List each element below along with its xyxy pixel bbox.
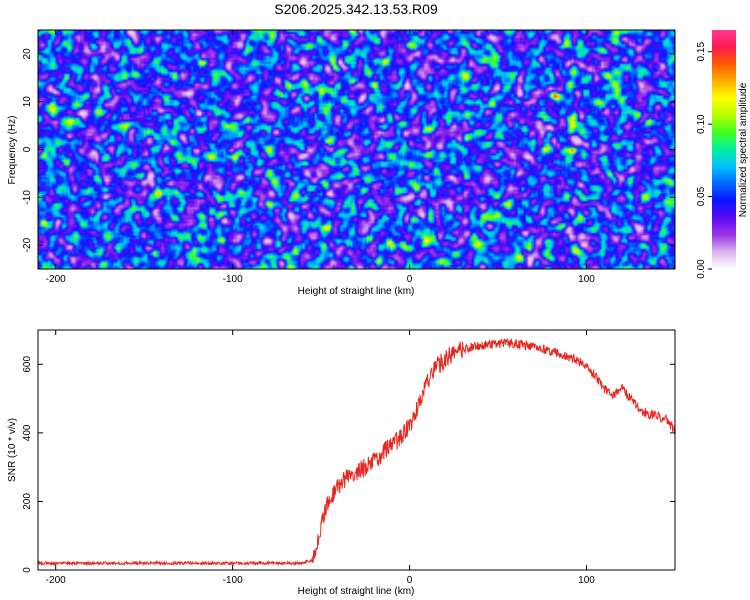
heatmap-x-tick-label: -100 <box>223 274 243 285</box>
snr-y-ticks: 0 200 400 600 <box>22 356 675 573</box>
snr-series-line <box>38 338 675 567</box>
snr-x-tick-label: -200 <box>46 575 66 586</box>
heatmap-y-tick-label: 10 <box>22 96 33 108</box>
snr-panel: -200 -100 0 100 0 200 400 600 Height of straig… <box>7 329 676 597</box>
snr-x-tick-label: 0 <box>407 575 413 586</box>
heatmap-x-tick-label: 100 <box>578 274 595 285</box>
snr-x-axis-label: Height of straight line (km) <box>298 586 415 597</box>
colorbar-tick-label: 0.05 <box>696 186 707 206</box>
heatmap-y-tick-label: -20 <box>22 237 33 252</box>
snr-y-tick-label: 400 <box>22 424 33 441</box>
colorbar: 0.00 0.05 0.10 0.15 Normalized spectral amp… <box>696 30 749 279</box>
colorbar-ticks: 0.00 0.05 0.10 0.15 <box>696 42 712 279</box>
colorbar-tick-label: 0.00 <box>696 259 707 279</box>
heatmap-x-axis-label: Height of straight line (km) <box>298 286 415 297</box>
colorbar-label: Normalized spectral amplitude <box>738 82 749 217</box>
snr-y-tick-label: 600 <box>22 356 33 373</box>
snr-y-tick-label: 200 <box>22 493 33 510</box>
heatmap-x-tick-label: 0 <box>407 274 413 285</box>
snr-x-tick-label: 100 <box>578 575 595 586</box>
heatmap-y-axis-label: Frequency (Hz) <box>7 116 18 185</box>
heatmap-image <box>38 30 675 269</box>
figure-title: S206.2025.342.13.53.R09 <box>274 1 438 17</box>
heatmap-y-ticks: -20 -10 0 10 20 <box>22 48 675 252</box>
colorbar-tick-label: 0.10 <box>696 114 707 134</box>
heatmap-y-tick-label: -10 <box>22 190 33 205</box>
snr-y-axis-label: SNR (10 * v/v) <box>7 418 18 482</box>
heatmap-x-tick-label: -200 <box>46 274 66 285</box>
snr-frame <box>37 329 676 571</box>
snr-x-tick-label: -100 <box>223 575 243 586</box>
snr-x-ticks: -200 -100 0 100 <box>46 330 595 586</box>
heatmap-y-tick-label: 0 <box>22 146 33 152</box>
snr-y-tick-label: 0 <box>22 567 33 573</box>
colorbar-gradient <box>712 30 736 269</box>
colorbar-tick-label: 0.15 <box>696 42 707 62</box>
heatmap-x-ticks: -200 -100 0 100 <box>46 30 595 285</box>
heatmap-y-tick-label: 20 <box>22 48 33 60</box>
